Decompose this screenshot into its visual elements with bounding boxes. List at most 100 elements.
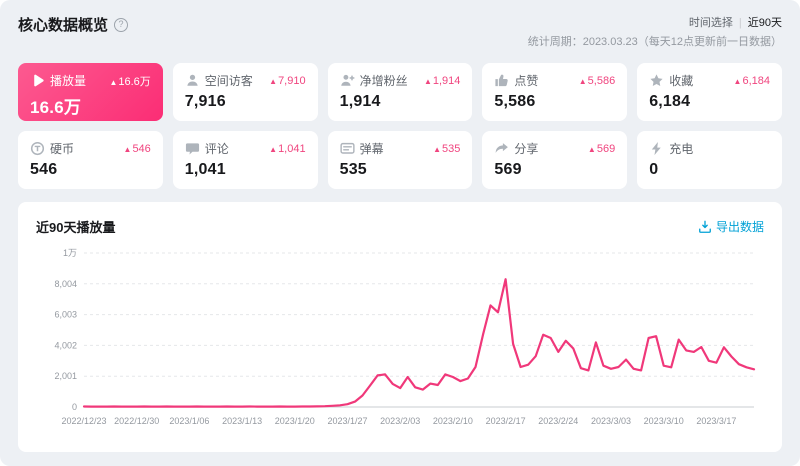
- stat-delta-value: 1,041: [278, 142, 306, 155]
- up-arrow-icon: ▲: [423, 76, 432, 86]
- stat-delta-value: 16.6万: [118, 75, 151, 88]
- header: 核心数据概览 ? 时间选择 | 近90天 统计周期：2023.03.23（每天12点…: [18, 14, 782, 51]
- up-arrow-icon: ▲: [269, 76, 278, 86]
- stat-card-visitors[interactable]: 空间访客 ▲7,910 7,916: [172, 63, 318, 122]
- stat-delta: ▲546: [124, 143, 151, 155]
- up-arrow-icon: ▲: [109, 77, 118, 87]
- stat-delta: ▲5,586: [579, 75, 615, 87]
- stat-card-shares[interactable]: 分享 ▲569 569: [482, 131, 628, 190]
- stat-card-play[interactable]: 播放量 ▲16.6万 16.6万: [18, 63, 163, 122]
- stat-card-danmaku[interactable]: 弹幕 ▲535 535: [327, 131, 473, 190]
- svg-text:2023/1/27: 2023/1/27: [327, 416, 367, 426]
- svg-text:4,002: 4,002: [54, 341, 77, 351]
- stat-label: 播放量: [50, 74, 87, 89]
- svg-text:0: 0: [72, 402, 77, 412]
- star-icon: [649, 73, 664, 88]
- up-arrow-icon: ▲: [587, 144, 596, 154]
- up-arrow-icon: ▲: [123, 144, 132, 154]
- stat-delta-value: 7,910: [278, 74, 306, 87]
- stat-label: 弹幕: [359, 142, 384, 157]
- svg-text:2023/3/17: 2023/3/17: [696, 416, 736, 426]
- stat-label: 评论: [204, 142, 229, 157]
- lightning-icon: [649, 141, 664, 156]
- up-arrow-icon: ▲: [578, 76, 587, 86]
- svg-text:2023/3/03: 2023/3/03: [591, 416, 631, 426]
- export-data-button[interactable]: 导出数据: [698, 218, 764, 235]
- chart-title: 近90天播放量: [36, 220, 116, 236]
- time-range-selector[interactable]: 时间选择 | 近90天: [528, 14, 782, 33]
- stat-delta-value: 546: [132, 142, 151, 155]
- stat-card-comments[interactable]: 评论 ▲1,041 1,041: [172, 131, 318, 190]
- stat-value: 16.6万: [30, 98, 82, 118]
- stat-label: 空间访客: [204, 74, 253, 89]
- svg-text:2023/1/20: 2023/1/20: [275, 416, 315, 426]
- svg-text:2023/3/10: 2023/3/10: [644, 416, 684, 426]
- stat-delta-value: 569: [596, 142, 616, 155]
- stat-label: 硬币: [50, 142, 75, 157]
- stat-delta: ▲16.6万: [109, 73, 150, 89]
- share-icon: [494, 141, 509, 156]
- time-range-label: 时间选择: [688, 17, 733, 29]
- stat-delta-value: 6,184: [742, 74, 770, 87]
- stat-delta: ▲569: [588, 143, 615, 155]
- up-arrow-icon: ▲: [269, 144, 278, 154]
- stat-delta: ▲1,041: [269, 143, 305, 155]
- stat-label: 收藏: [669, 74, 694, 89]
- svg-text:6,003: 6,003: [54, 310, 77, 320]
- stat-value: 5,586: [494, 93, 536, 111]
- svg-text:1万: 1万: [63, 248, 77, 258]
- svg-text:2023/1/13: 2023/1/13: [222, 416, 262, 426]
- svg-text:2022/12/30: 2022/12/30: [114, 416, 159, 426]
- stat-value: 0: [649, 161, 659, 179]
- thumbs-up-icon: [494, 73, 509, 88]
- svg-text:2023/2/17: 2023/2/17: [486, 416, 526, 426]
- stat-delta: ▲6,184: [734, 75, 770, 87]
- stat-period-text: 统计周期：2023.03.23（每天12点更新前一日数据）: [527, 35, 782, 48]
- danmaku-icon: [340, 141, 355, 156]
- stat-delta: ▲1,914: [424, 75, 460, 87]
- time-range-value[interactable]: 近90天: [747, 17, 782, 29]
- svg-text:2023/2/24: 2023/2/24: [538, 416, 578, 426]
- play-icon: [30, 73, 45, 88]
- stat-value: 569: [494, 161, 522, 179]
- stat-delta-value: 5,586: [587, 74, 616, 87]
- help-icon[interactable]: ?: [114, 17, 129, 32]
- divider: |: [738, 17, 742, 29]
- stat-label: 分享: [514, 142, 539, 157]
- download-icon: [698, 220, 712, 234]
- svg-text:8,004: 8,004: [54, 279, 77, 289]
- up-arrow-icon: ▲: [733, 76, 742, 86]
- stat-card-coins[interactable]: 硬币 ▲546 546: [18, 131, 163, 190]
- playcount-line-chart: 0 2,001 4,002 6,003 8,004 1万 2022/12/23 2022/12…: [54, 248, 756, 426]
- svg-text:2022/12/23: 2022/12/23: [61, 416, 106, 426]
- stats-grid: 播放量 ▲16.6万 16.6万 空间访客 ▲7,910 7,916 净增粉丝 …: [18, 63, 782, 190]
- stat-value: 546: [30, 161, 58, 179]
- page-title: 核心数据概览: [18, 17, 109, 34]
- export-data-label: 导出数据: [715, 220, 764, 235]
- svg-text:2023/1/06: 2023/1/06: [169, 416, 209, 426]
- stat-card-charge[interactable]: 充电 0: [637, 131, 782, 190]
- visitor-icon: [185, 73, 200, 88]
- svg-text:2,001: 2,001: [54, 372, 77, 382]
- svg-text:2023/2/03: 2023/2/03: [380, 416, 420, 426]
- stat-delta: ▲535: [433, 143, 460, 155]
- comment-icon: [185, 141, 200, 156]
- stat-value: 535: [339, 161, 367, 179]
- stat-value: 6,184: [649, 93, 691, 111]
- stat-card-favorites[interactable]: 收藏 ▲6,184 6,184: [637, 63, 782, 122]
- playcount-chart-card: 近90天播放量 导出数据 0 2,001 4,002 6,003 8,004 1万 2022…: [18, 202, 782, 453]
- stat-card-likes[interactable]: 点赞 ▲5,586 5,586: [482, 63, 628, 122]
- svg-text:2023/2/10: 2023/2/10: [433, 416, 473, 426]
- stat-delta-value: 1,914: [432, 74, 461, 87]
- fans-plus-icon: [340, 73, 355, 88]
- stat-value: 1,041: [184, 161, 226, 179]
- stat-card-new-fans[interactable]: 净增粉丝 ▲1,914 1,914: [327, 63, 473, 122]
- stat-value: 1,914: [339, 93, 381, 111]
- up-arrow-icon: ▲: [433, 144, 442, 154]
- stat-delta: ▲7,910: [269, 75, 305, 87]
- coin-icon: [30, 141, 45, 156]
- stat-value: 7,916: [184, 93, 226, 111]
- stat-delta-value: 535: [442, 142, 461, 155]
- stat-label: 净增粉丝: [359, 74, 408, 89]
